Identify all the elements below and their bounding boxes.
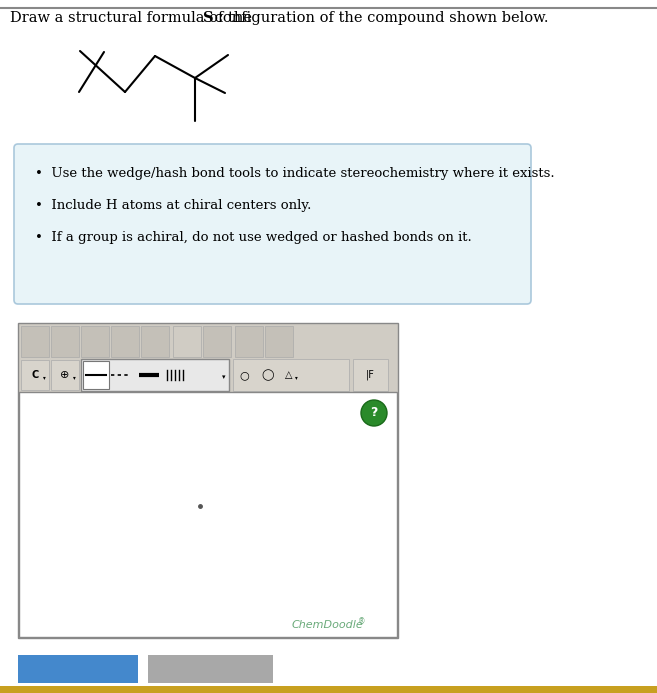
Bar bbox=[235, 326, 263, 357]
Bar bbox=[0, 686, 657, 693]
Text: ▾: ▾ bbox=[43, 376, 45, 380]
Bar bbox=[203, 326, 231, 357]
Text: C: C bbox=[32, 370, 39, 380]
Text: •  Use the wedge/hash bond tools to indicate stereochemistry where it exists.: • Use the wedge/hash bond tools to indic… bbox=[35, 166, 555, 179]
Text: configuration of the compound shown below.: configuration of the compound shown belo… bbox=[210, 11, 548, 25]
Text: ◯: ◯ bbox=[261, 369, 273, 380]
Text: •  If a group is achiral, do not use wedged or hashed bonds on it.: • If a group is achiral, do not use wedg… bbox=[35, 231, 472, 243]
Text: ?: ? bbox=[371, 407, 378, 419]
Text: ▾: ▾ bbox=[222, 374, 226, 380]
Text: Draw a structural formula of the: Draw a structural formula of the bbox=[10, 11, 257, 25]
Text: |F: |F bbox=[365, 370, 374, 380]
Bar bbox=[51, 360, 79, 390]
Bar bbox=[21, 360, 49, 390]
Bar bbox=[19, 392, 397, 637]
Text: ▾: ▾ bbox=[73, 376, 76, 380]
Bar bbox=[111, 326, 139, 357]
Bar bbox=[148, 655, 273, 683]
Text: ⊕: ⊕ bbox=[60, 370, 70, 380]
Text: ○: ○ bbox=[239, 370, 249, 380]
Bar bbox=[51, 326, 79, 357]
Bar bbox=[18, 323, 398, 638]
Bar bbox=[81, 326, 109, 357]
Bar bbox=[18, 655, 138, 683]
Bar bbox=[173, 326, 201, 357]
Text: ChemDoodle: ChemDoodle bbox=[292, 620, 364, 630]
Text: △: △ bbox=[285, 370, 292, 380]
Text: ▾: ▾ bbox=[295, 376, 298, 380]
Bar bbox=[83, 361, 109, 389]
Circle shape bbox=[361, 400, 387, 426]
Text: •  Include H atoms at chiral centers only.: • Include H atoms at chiral centers only… bbox=[35, 198, 311, 211]
Text: S: S bbox=[203, 11, 214, 25]
Bar bbox=[81, 359, 229, 391]
Bar bbox=[353, 359, 388, 391]
FancyBboxPatch shape bbox=[14, 144, 531, 304]
Text: ®: ® bbox=[358, 617, 365, 626]
Bar bbox=[233, 359, 349, 391]
Bar bbox=[141, 326, 169, 357]
Bar bbox=[21, 326, 49, 357]
Bar bbox=[265, 326, 293, 357]
